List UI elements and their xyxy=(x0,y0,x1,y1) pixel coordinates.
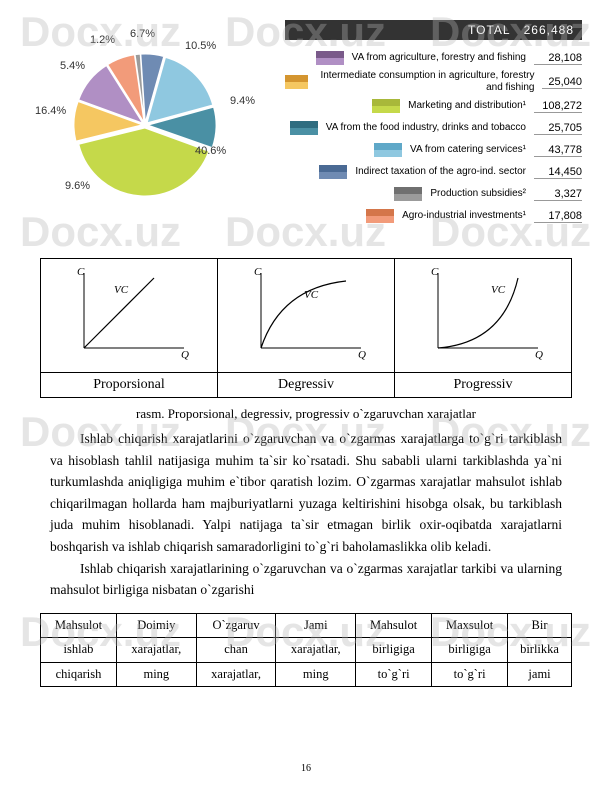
legend-swatch xyxy=(290,121,318,135)
pie-slice-label: 40.6% xyxy=(195,145,226,157)
axis-y-label: C xyxy=(431,266,439,278)
legend: TOTAL 266,488 VA from agriculture, fores… xyxy=(285,20,582,228)
axis-y-label: C xyxy=(254,266,262,278)
curve-label: VC xyxy=(114,284,129,296)
legend-text: VA from agriculture, forestry and fishin… xyxy=(352,52,526,64)
curve-label: VC xyxy=(491,284,506,296)
legend-swatch xyxy=(374,143,402,157)
table-cell: birlikka xyxy=(508,638,572,663)
curve-header-0: Proporsional xyxy=(41,373,218,398)
legend-text: Indirect taxation of the agro-ind. secto… xyxy=(355,166,526,178)
curve-header-1: Degressiv xyxy=(218,373,395,398)
table-cell: Maxsulot xyxy=(432,613,508,638)
legend-value: 25,040 xyxy=(542,76,582,89)
legend-swatch xyxy=(366,209,394,223)
legend-text: Agro-industrial investments¹ xyxy=(402,210,526,222)
pie-slice-label: 5.4% xyxy=(60,60,85,72)
pie-slice-label: 9.6% xyxy=(65,180,90,192)
axis-x-label: Q xyxy=(358,349,366,361)
legend-row: Agro-industrial investments¹ 17,808 xyxy=(285,206,582,226)
pie-slice-label: 10.5% xyxy=(185,40,216,52)
curve-proporsional: C Q VC xyxy=(41,259,218,373)
legend-row: Production subsidies² 3,327 xyxy=(285,184,582,204)
table-cell: to`g`ri xyxy=(356,662,432,687)
axis-x-label: Q xyxy=(181,349,189,361)
legend-text: VA from the food industry, drinks and to… xyxy=(326,122,526,134)
page-number: 16 xyxy=(0,763,612,774)
legend-swatch xyxy=(394,187,422,201)
legend-text: Intermediate consumption in agriculture,… xyxy=(316,70,534,94)
figure-caption: rasm. Proporsional, degressiv, progressi… xyxy=(40,406,572,422)
table-cell: Doimiy xyxy=(116,613,196,638)
legend-swatch xyxy=(316,51,344,65)
curve-header-2: Progressiv xyxy=(395,373,572,398)
legend-value: 17,808 xyxy=(534,210,582,223)
legend-text: Marketing and distribution¹ xyxy=(408,100,526,112)
table-cell: Mahsulot xyxy=(356,613,432,638)
pie-slice-label: 6.7% xyxy=(130,28,155,40)
legend-row: VA from the food industry, drinks and to… xyxy=(285,118,582,138)
legend-swatch xyxy=(285,75,308,89)
legend-swatch xyxy=(372,99,400,113)
total-bar: TOTAL 266,488 xyxy=(285,20,582,40)
curve-table: C Q VC C Q VC C Q VC xyxy=(40,258,572,398)
data-table: MahsulotDoimiyO`zgaruvJamiMahsulotMaxsul… xyxy=(40,613,572,688)
table-cell: xarajatlar, xyxy=(116,638,196,663)
total-label: TOTAL xyxy=(468,23,511,37)
curve-degressiv: C Q VC xyxy=(218,259,395,373)
table-cell: Mahsulot xyxy=(41,613,117,638)
table-cell: chiqarish xyxy=(41,662,117,687)
legend-value: 3,327 xyxy=(534,188,582,201)
pie-chart: 40.6% 9.4% 10.5% 6.7% 1.2% 5.4% 16.4% 9.6% xyxy=(30,20,270,220)
legend-value: 14,450 xyxy=(534,166,582,179)
legend-value: 25,705 xyxy=(534,122,582,135)
legend-row: VA from agriculture, forestry and fishin… xyxy=(285,48,582,68)
pie-slice-label: 1.2% xyxy=(90,34,115,46)
axis-x-label: Q xyxy=(535,349,543,361)
legend-row: Marketing and distribution¹ 108,272 xyxy=(285,96,582,116)
pie-slice-label: 9.4% xyxy=(230,95,255,107)
legend-row: Indirect taxation of the agro-ind. secto… xyxy=(285,162,582,182)
legend-row: VA from catering services¹ 43,778 xyxy=(285,140,582,160)
table-cell: O`zgaruv xyxy=(196,613,276,638)
table-cell: Jami xyxy=(276,613,356,638)
legend-value: 28,108 xyxy=(534,52,582,65)
table-cell: xarajatlar, xyxy=(276,638,356,663)
legend-row: Intermediate consumption in agriculture,… xyxy=(285,70,582,94)
paragraph-1: Ishlab chiqarish xarajatlarini o`zgaruvc… xyxy=(50,428,562,558)
legend-text: Production subsidies² xyxy=(430,188,526,200)
pie-slice-label: 16.4% xyxy=(35,105,66,117)
table-cell: birligiga xyxy=(432,638,508,663)
axis-y-label: C xyxy=(77,266,85,278)
table-cell: jami xyxy=(508,662,572,687)
legend-text: VA from catering services¹ xyxy=(410,144,526,156)
table-cell: birligiga xyxy=(356,638,432,663)
total-value: 266,488 xyxy=(524,23,574,37)
legend-value: 43,778 xyxy=(534,144,582,157)
table-cell: ming xyxy=(276,662,356,687)
table-cell: ming xyxy=(116,662,196,687)
paragraph-2: Ishlab chiqarish xarajatlarining o`zgaru… xyxy=(50,558,562,601)
curve-progressiv: C Q VC xyxy=(395,259,572,373)
table-cell: ishlab xyxy=(41,638,117,663)
table-cell: to`g`ri xyxy=(432,662,508,687)
table-cell: chan xyxy=(196,638,276,663)
table-cell: Bir xyxy=(508,613,572,638)
curve-label: VC xyxy=(304,289,319,301)
legend-swatch xyxy=(319,165,347,179)
legend-value: 108,272 xyxy=(534,100,582,113)
table-cell: xarajatlar, xyxy=(196,662,276,687)
